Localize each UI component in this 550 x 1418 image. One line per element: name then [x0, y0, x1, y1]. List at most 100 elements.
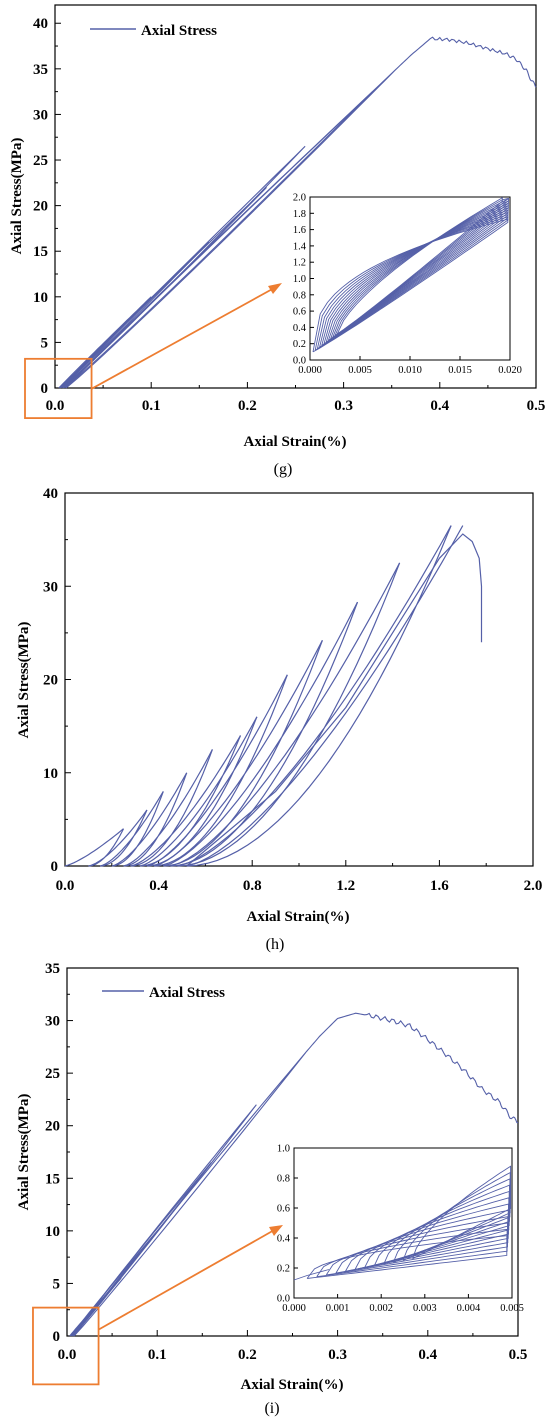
panel-i-inset-ticks: 0.000 0.001 0.002 0.003 0.004 0.005 0.0 0.2 0.4 0…: [277, 1144, 524, 1315]
panel-g-inset-loop: [334, 197, 509, 336]
panel-i: 0.0 0.1 0.2 0.3 0.4 0.5 0 5 10 15 20 25 30 35 Axial S…: [16, 961, 527, 1417]
panel-g-inset-loop: [316, 213, 509, 349]
panel-g-ytick-label: 15: [33, 244, 48, 260]
panel-g-inset-xtick-label: 0.010: [398, 365, 422, 376]
panel-h-ticks: 0.0 0.4 0.8 1.2 1.6 2.0 0 10 20 30 40: [43, 486, 542, 894]
panel-h-ylabel: Axial Stress(MPa): [16, 622, 32, 739]
panel-g-legend-label: Axial Stress: [141, 23, 217, 39]
panel-i-xtick-label: 0.1: [148, 1347, 167, 1363]
panel-h: 0.0 0.4 0.8 1.2 1.6 2.0 0 10 20 30 40 Axial Strain…: [16, 486, 542, 953]
panel-i-highlight: [32, 1225, 283, 1386]
panel-g-inset-ticks: 0.000 0.005 0.010 0.015 0.020 0.0 0.2 0.4 0.6 0.8…: [293, 193, 522, 377]
panel-g-inset-xtick-label: 0.015: [448, 365, 472, 376]
panel-g-inset-loop: [321, 209, 509, 346]
panel-g-inset-xtick-label: 0.000: [298, 365, 322, 376]
panel-i-inset-ytick-label: 0.4: [277, 1234, 291, 1245]
panel-h-xtick-label: 0.0: [56, 878, 75, 894]
panel-g-xtick-label: 0.5: [527, 398, 546, 414]
panel-h-loop: [170, 562, 401, 867]
panel-g-inset-xtick-label: 0.020: [498, 365, 522, 376]
panel-g-inset-ytick-label: 0.8: [293, 290, 306, 301]
panel-g-inset-ytick-label: 1.0: [293, 274, 306, 285]
panel-g-inset-ytick-label: 0.0: [293, 356, 306, 367]
panel-g-ytick-label: 30: [33, 107, 48, 123]
panel-i-ytick-label: 20: [45, 1119, 60, 1135]
panel-h-ytick-label: 10: [43, 766, 58, 782]
panel-i-ytick-label: 35: [45, 961, 60, 977]
panel-i-series: [69, 1012, 518, 1337]
panel-i-zoom-box: [32, 1306, 100, 1386]
panel-g-xtick-label: 0.2: [238, 398, 257, 414]
panel-i-xtick-label: 0.5: [509, 1347, 528, 1363]
panel-i-zoom-arrow-shaft: [98, 1228, 277, 1331]
panel-g-inset-ytick-label: 0.4: [293, 323, 307, 334]
panel-g-inset-ytick-label: 0.2: [293, 339, 306, 350]
panel-i-inset-initial: [293, 1269, 330, 1281]
panel-i-inset-xtick-label: 0.001: [326, 1303, 350, 1314]
panel-h-frame: [64, 492, 534, 867]
panel-i-inset-xtick-label: 0.000: [282, 1303, 306, 1314]
panel-g-ytick-label: 20: [33, 199, 48, 215]
panel-i-ticks: 0.0 0.1 0.2 0.3 0.4 0.5 0 5 10 15 20 25 30 35: [45, 961, 527, 1363]
panel-i-legend-label: Axial Stress: [149, 985, 225, 1001]
panel-i-inset-loop: [412, 1165, 512, 1260]
panel-g-inset-ytick-label: 1.4: [293, 241, 307, 252]
panel-g-ticks: 0.0 0.1 0.2 0.3 0.4 0.5 0 5 10 15 20 25 30 35 40: [33, 16, 545, 414]
panel-g-inset-ytick-label: 2.0: [293, 193, 306, 204]
panel-i-inset-xtick-label: 0.003: [413, 1303, 437, 1314]
panel-h-loop: [123, 749, 213, 867]
panel-g-inset-loop: [319, 211, 509, 348]
panel-h-xlabel: Axial Strain(%): [247, 909, 350, 925]
panel-g-ytick-label: 35: [33, 62, 48, 78]
panel-g-xlabel: Axial Strain(%): [244, 434, 347, 450]
panel-g-ytick-label: 40: [33, 16, 48, 32]
panel-i-inset-ytick-label: 0.0: [277, 1294, 290, 1305]
panel-h-loop: [111, 772, 188, 867]
panel-h-xtick-label: 0.4: [149, 878, 168, 894]
panel-g-xtick-label: 0.0: [46, 398, 65, 414]
panel-g-ytick-label: 5: [41, 335, 49, 351]
panel-g-xtick-label: 0.4: [430, 398, 449, 414]
panel-h-loop: [99, 791, 164, 867]
panel-i-xtick-label: 0.0: [58, 1347, 77, 1363]
panel-i-caption: (i): [264, 1400, 279, 1417]
panel-g-loop: [59, 241, 210, 389]
panel-g-inset-ytick-label: 0.6: [293, 307, 306, 318]
panel-g-inset-xtick-label: 0.005: [348, 365, 372, 376]
panel-i-inset-frame: [293, 1147, 513, 1299]
panel-i-inset-ytick-label: 0.8: [277, 1174, 290, 1185]
panel-i-xtick-label: 0.2: [238, 1347, 257, 1363]
panel-h-post-peak: [186, 533, 483, 867]
panel-h-loop: [146, 674, 288, 867]
panel-i-inset-xtick-label: 0.005: [500, 1303, 524, 1314]
panel-g-inset-loop: [325, 204, 509, 343]
panel-g-inset-series: [312, 197, 509, 353]
panel-g-inset-loop: [336, 197, 503, 335]
panel-h-series: [64, 525, 483, 867]
panel-g-ytick-label: 10: [33, 290, 48, 306]
panel-g-ylabel: Axial Stress(MPa): [9, 138, 25, 255]
panel-g-inset-ytick-label: 1.8: [293, 209, 306, 220]
panel-g-inset-loop: [330, 200, 509, 340]
panel-h-loop: [88, 809, 148, 867]
panel-g: 0.0 0.1 0.2 0.3 0.4 0.5 0 5 10 15 20 25 30 35 40 Axial…: [9, 4, 545, 478]
panel-h-ytick-label: 40: [43, 486, 58, 502]
panel-i-ytick-label: 15: [45, 1171, 60, 1187]
panel-h-loop: [153, 640, 323, 867]
panel-i-ytick-label: 0: [53, 1329, 61, 1345]
panel-i-ytick-label: 10: [45, 1224, 60, 1240]
panel-g-inset-loop: [312, 218, 509, 353]
panel-i-inset: 0.000 0.001 0.002 0.003 0.004 0.005 0.0 0.2 0.4 0…: [277, 1144, 524, 1315]
panel-i-inset-xtick-label: 0.004: [457, 1303, 481, 1314]
panel-i-inset-ytick-label: 0.2: [277, 1264, 290, 1275]
panel-i-envelope: [305, 1012, 518, 1124]
panel-g-caption: (g): [274, 461, 293, 478]
panel-h-xtick-label: 1.2: [336, 878, 355, 894]
panel-i-inset-series: [293, 1165, 512, 1281]
panel-g-inset-loop: [314, 216, 509, 351]
panel-i-ytick-label: 30: [45, 1014, 60, 1030]
panel-h-loop: [139, 716, 258, 867]
panel-g-zoom-arrow-shaft: [91, 286, 277, 390]
panel-i-legend: Axial Stress: [102, 985, 225, 1001]
